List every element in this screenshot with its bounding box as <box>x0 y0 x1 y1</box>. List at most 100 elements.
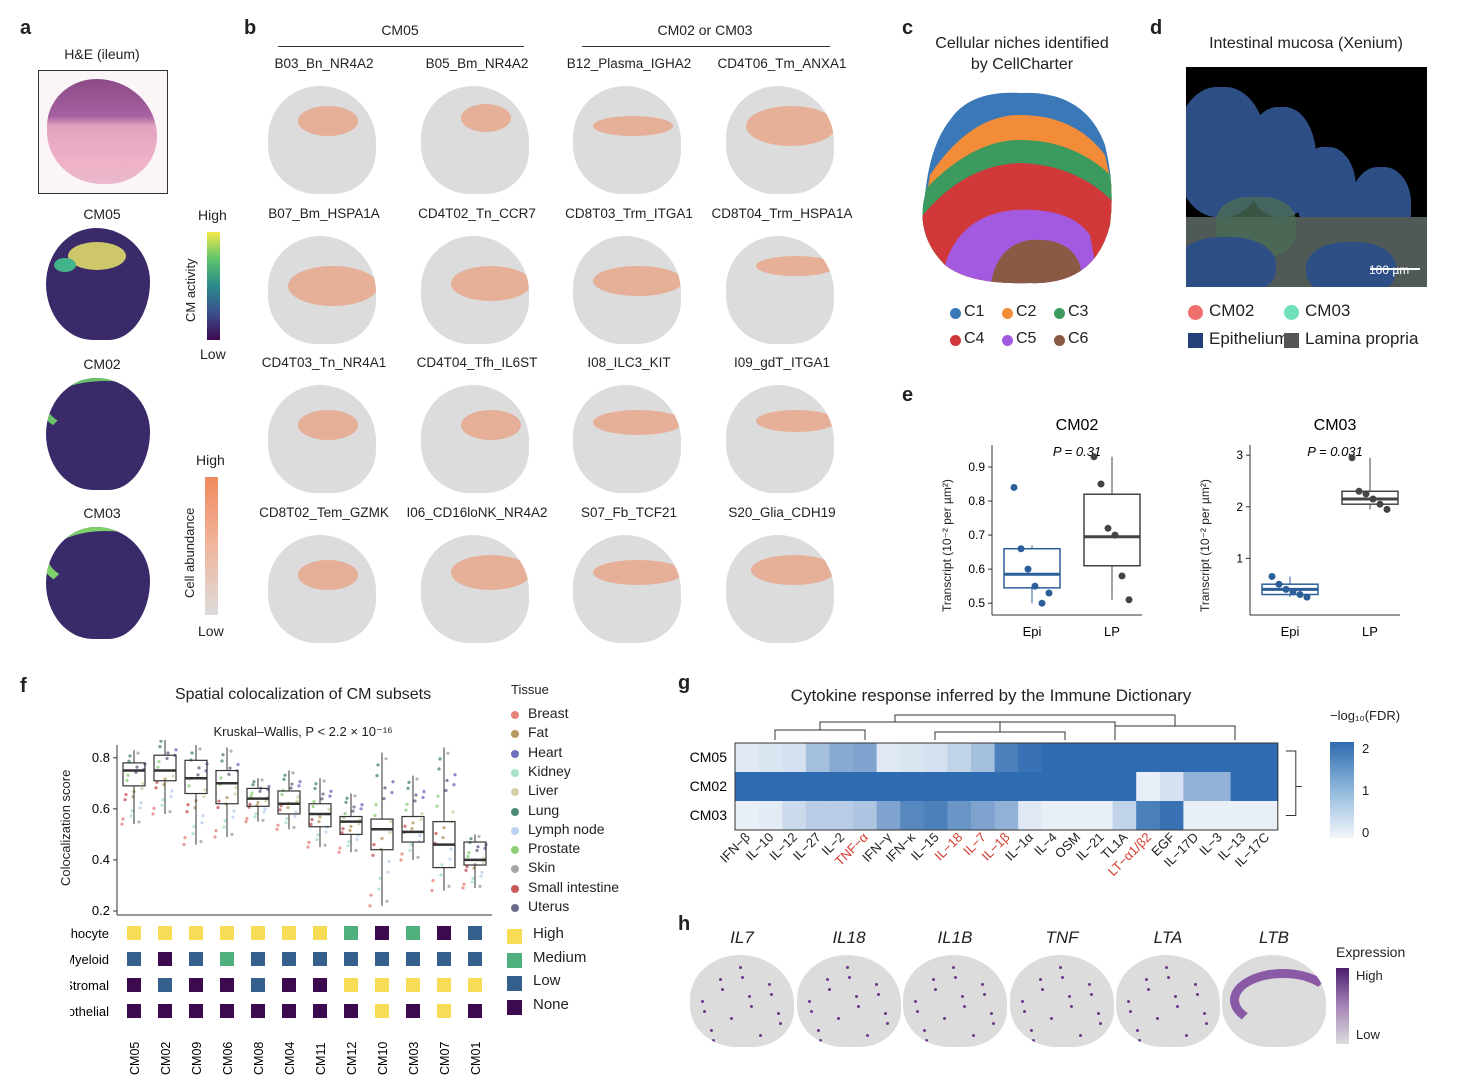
expression-dot <box>1156 1017 1159 1020</box>
tissue-swatch <box>511 826 519 835</box>
g-heatmap-cell <box>947 801 972 831</box>
g-heatmap-cell <box>971 743 996 773</box>
f-level-tile <box>282 1004 296 1018</box>
f-box <box>184 759 208 795</box>
f-point <box>283 773 287 777</box>
g-heatmap-cell <box>923 801 948 831</box>
g-heatmap-cell <box>1112 801 1137 831</box>
xenium-swatch <box>1284 333 1299 348</box>
f-point <box>155 780 159 784</box>
expression-dot <box>866 1034 869 1037</box>
expression-dot <box>886 1022 889 1025</box>
f-level-tile <box>251 926 265 940</box>
expression-colorbar <box>1336 968 1349 1044</box>
f-level-tile <box>158 952 172 966</box>
g-heatmap-cell <box>1136 801 1161 831</box>
f-point <box>442 826 446 830</box>
f-point <box>338 846 342 850</box>
f-point <box>438 757 442 761</box>
transcript-boxplots: CM02 P = 0.31 0.5 0.6 0.7 0.8 0.9 Epi LP CM03 P = … <box>968 417 1400 639</box>
f-point <box>290 782 294 786</box>
g-heatmap-cell <box>1112 743 1137 773</box>
expression-dot <box>721 988 724 991</box>
cell-type-label: I06_CD16loNK_NR4A2 <box>406 505 548 520</box>
f-point <box>320 797 324 801</box>
f-point <box>135 765 139 769</box>
f-point <box>354 848 358 853</box>
e-point <box>1090 453 1098 461</box>
expression-dot <box>916 1010 919 1013</box>
cell-type-label: S20_Glia_CDH19 <box>728 505 836 520</box>
level-swatch <box>507 952 522 968</box>
f-point <box>151 812 155 816</box>
niche-swatch <box>1054 335 1065 346</box>
g-heatmap-cell <box>971 772 996 802</box>
g-heatmap-cell <box>758 743 783 773</box>
level-label: Medium <box>533 948 587 966</box>
tissue-label: Lung <box>528 801 560 818</box>
f-point <box>292 825 296 830</box>
f-point <box>430 888 434 893</box>
panel-label-b: b <box>244 17 257 39</box>
expression-dot <box>1176 1005 1179 1008</box>
f-point <box>369 893 373 897</box>
xenium-label: Epithelium <box>1209 329 1289 348</box>
expression-dot <box>826 978 829 981</box>
f-point <box>276 823 280 827</box>
f-box <box>153 754 177 782</box>
gene-label: IL1B <box>937 928 973 947</box>
f-point <box>214 829 218 833</box>
g-heatmap-cell <box>1207 743 1232 773</box>
f-point <box>297 784 301 788</box>
f-level-tile <box>127 978 141 992</box>
f-point <box>231 815 235 819</box>
f-point <box>421 795 425 800</box>
expression-dot <box>1194 983 1197 986</box>
f-point <box>481 860 485 864</box>
f-point <box>378 876 382 880</box>
expression-dot <box>857 1005 860 1008</box>
f-point <box>187 784 191 788</box>
xenium-label: Lamina propria <box>1305 329 1419 348</box>
tissue-swatch <box>511 749 519 758</box>
f-point <box>306 845 310 849</box>
abundance-hotspot <box>756 256 834 276</box>
expression-dot <box>703 1010 706 1013</box>
f-point <box>252 780 256 784</box>
f-row-label: Endothelial <box>70 1004 109 1019</box>
f-point <box>452 783 456 787</box>
f-point <box>126 773 130 777</box>
g-heatmap-cell <box>1041 743 1066 773</box>
e-ytick-label: 0.5 <box>968 596 985 610</box>
niche-label: C4 <box>964 330 985 347</box>
f-level-tile <box>189 952 203 966</box>
e-box <box>1003 547 1061 589</box>
f-point <box>436 794 440 798</box>
f-level-tile <box>406 1004 420 1018</box>
g-heatmap-cell <box>853 801 878 831</box>
level-label: None <box>533 995 569 1013</box>
f-point <box>169 794 173 799</box>
f-point <box>217 799 221 803</box>
expression-dot <box>1174 995 1177 998</box>
fdr-tick-1: 1 <box>1362 783 1370 798</box>
abundance-hotspot <box>746 106 834 146</box>
f-point <box>291 771 295 775</box>
f-point <box>355 837 359 841</box>
f-point <box>258 789 262 793</box>
f-point <box>384 757 388 761</box>
e-point <box>1031 582 1039 590</box>
f-point <box>466 854 470 858</box>
f-box <box>246 787 270 807</box>
g-heatmap-cell <box>1136 772 1161 802</box>
f-point <box>391 780 395 784</box>
f-point <box>470 880 474 884</box>
f-point <box>316 833 320 837</box>
level-label: High <box>533 925 564 942</box>
g-heatmap-cell <box>900 772 925 802</box>
expression-dot <box>981 983 984 986</box>
f-point <box>267 784 271 789</box>
f-xlabel: CM04 <box>283 1042 297 1075</box>
g-heatmap-cell <box>994 743 1019 773</box>
g-heatmap-cell <box>1041 801 1066 831</box>
